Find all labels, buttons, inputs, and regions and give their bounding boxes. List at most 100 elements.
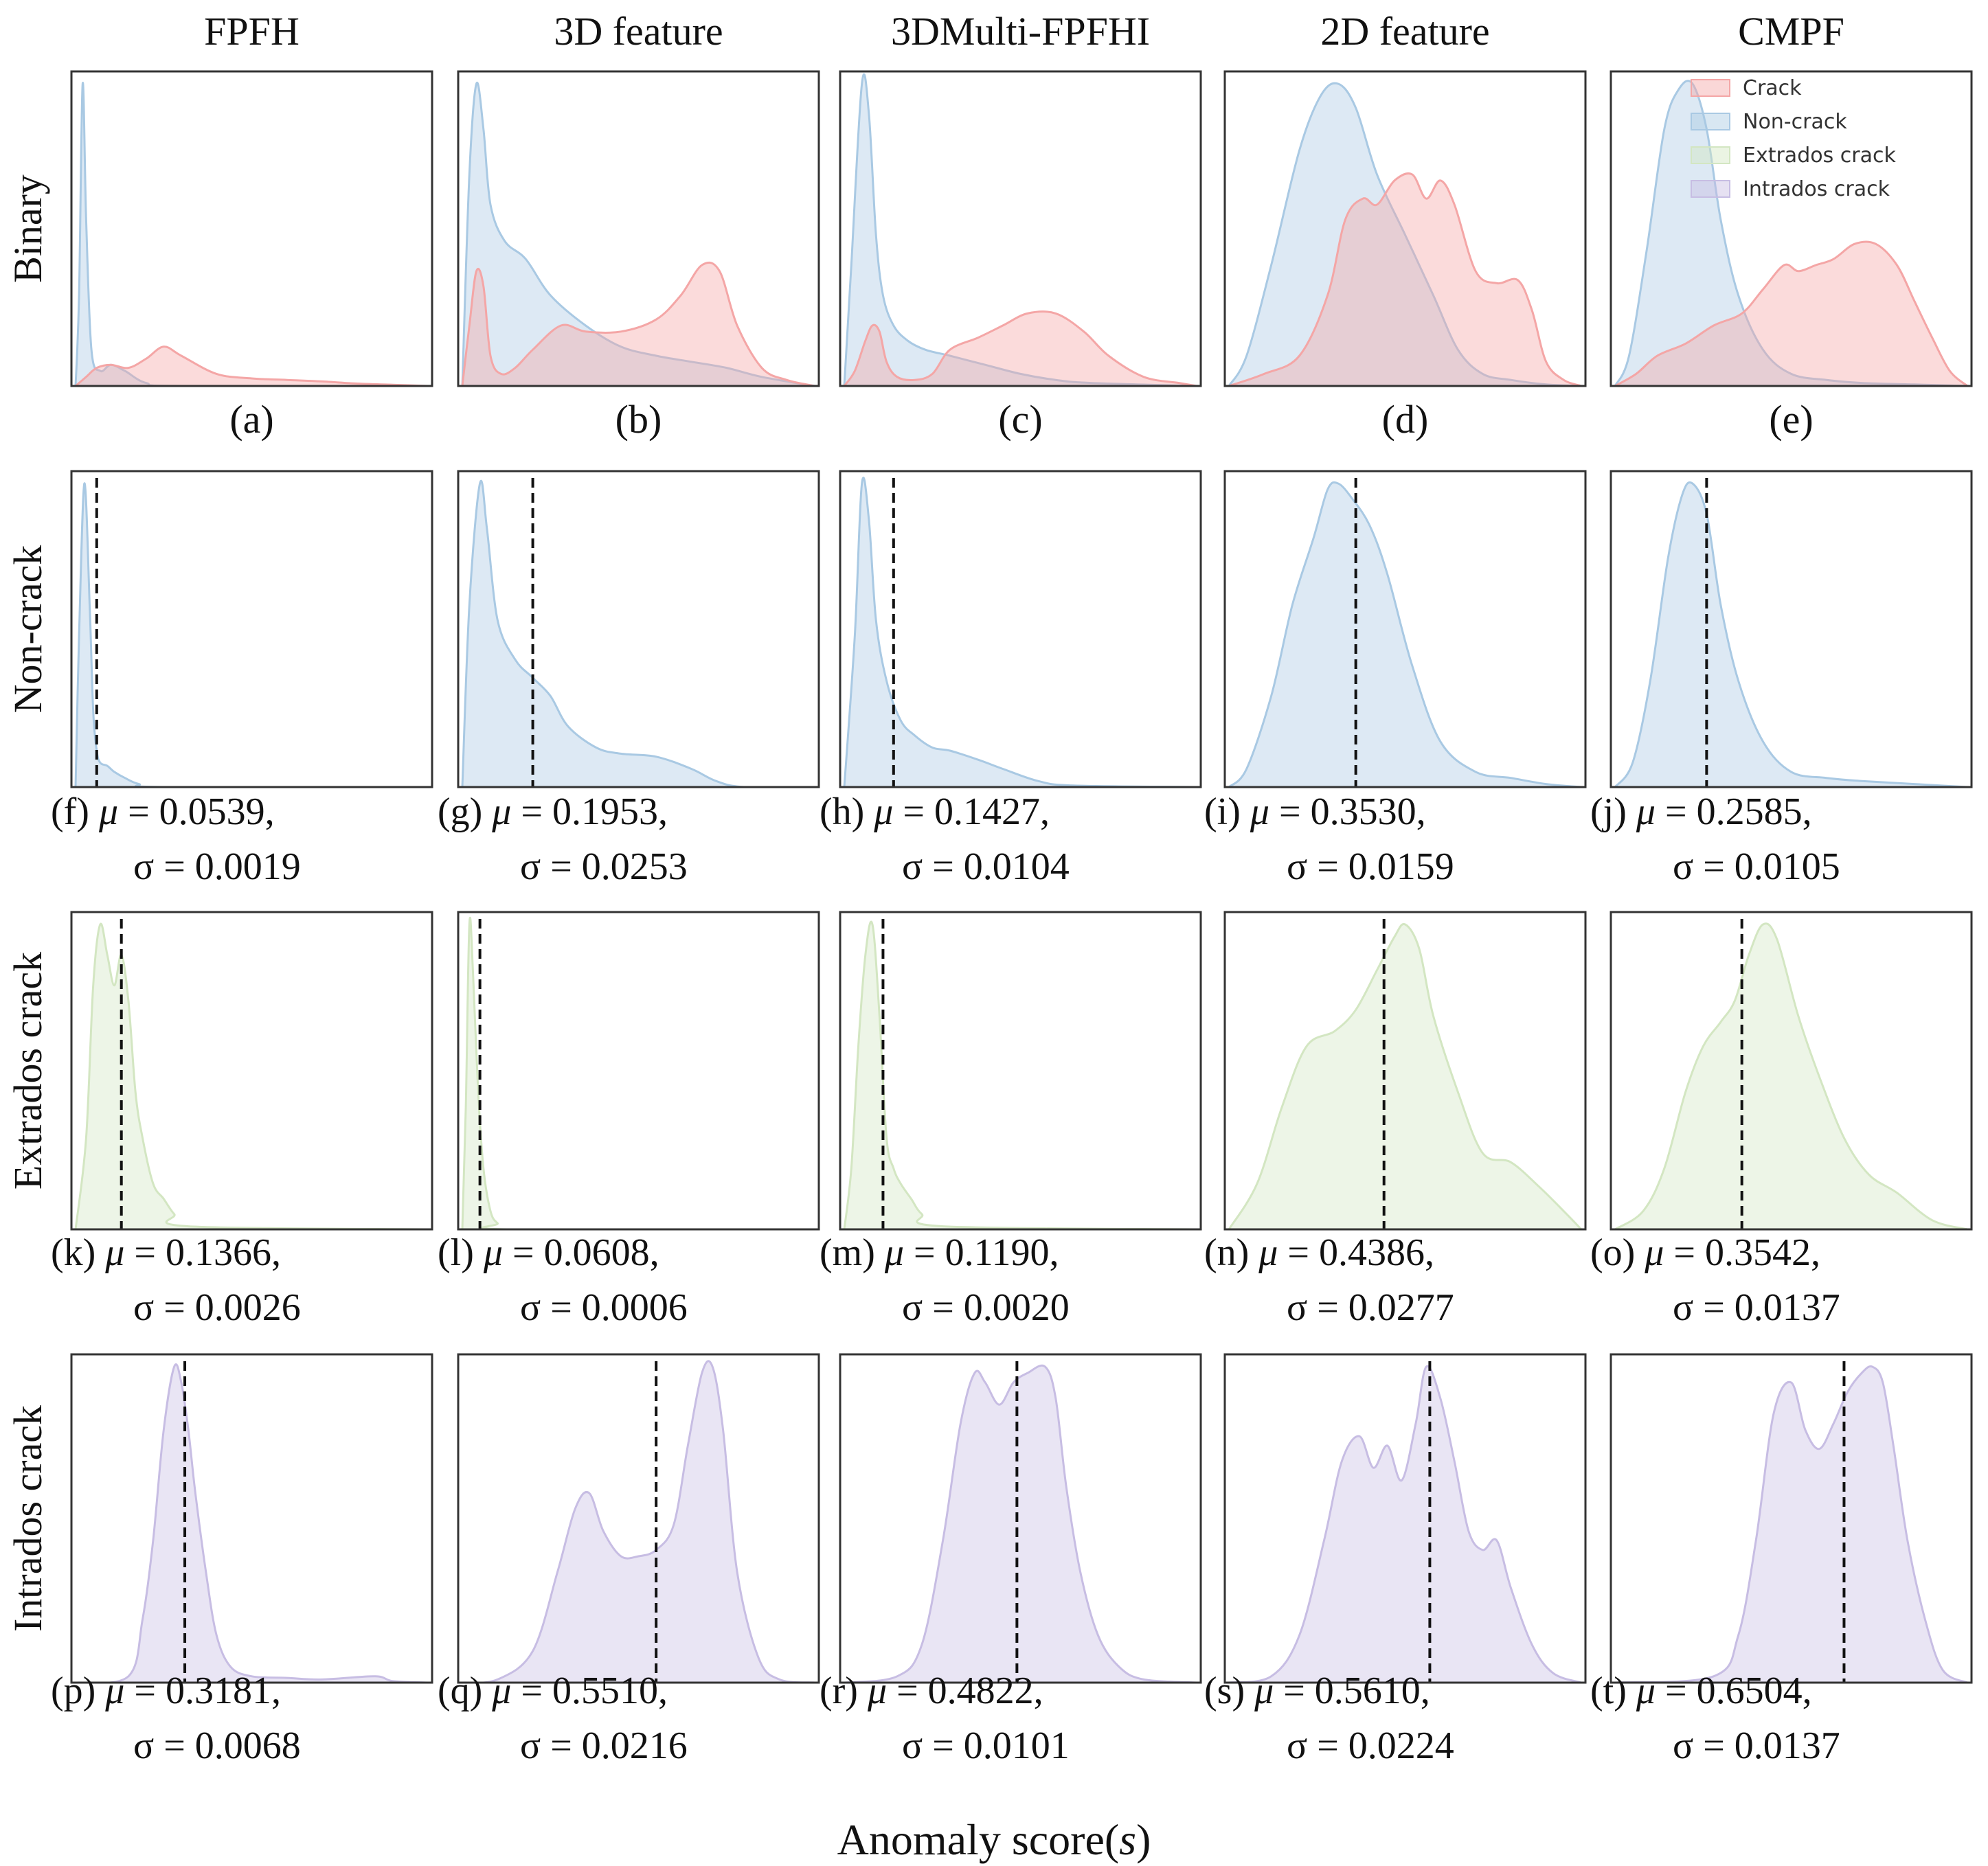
mu-value: 0.3530,	[1311, 790, 1426, 833]
density-line-intrados-crack	[75, 1363, 429, 1683]
panel-h: (h) μ = 0.1427, σ = 0.0104	[820, 470, 1202, 888]
sigma-symbol: σ =	[520, 845, 582, 888]
mu-equals: =	[511, 790, 552, 833]
panel-frame	[457, 1353, 820, 1684]
panel-e: (e)	[1609, 70, 1973, 442]
mu-caption: (t) μ = 0.6504,	[1590, 1670, 1812, 1712]
density-line-intrados-crack	[1228, 1365, 1582, 1683]
panel-frame	[457, 70, 820, 387]
sigma-symbol: σ =	[1673, 845, 1735, 888]
panel-k: (k) μ = 0.1366, σ = 0.0026	[51, 911, 433, 1329]
plot-area-r	[844, 1361, 1197, 1683]
sigma-caption: σ = 0.0224	[1287, 1725, 1454, 1767]
density-area-crack	[76, 346, 428, 386]
sigma-symbol: σ =	[1287, 1725, 1348, 1767]
panel-caption: (f)	[51, 790, 89, 833]
mu-symbol: μ	[1635, 1231, 1664, 1274]
mu-equals: =	[503, 1231, 544, 1274]
sigma-symbol: σ =	[1673, 1286, 1735, 1329]
panel-caption: (i)	[1204, 790, 1241, 833]
sigma-caption: σ = 0.0105	[1673, 845, 1840, 888]
mu-equals: =	[511, 1670, 552, 1712]
legend-swatch-extrados-crack	[1691, 146, 1730, 164]
panel-frame	[1223, 470, 1587, 788]
mu-value: 0.1427,	[934, 790, 1050, 833]
sigma-value: 0.0277	[1348, 1286, 1454, 1329]
density-area-non-crack	[462, 481, 815, 787]
panel-caption: (t)	[1590, 1670, 1627, 1712]
mu-caption: (m) μ = 0.1190,	[820, 1231, 1059, 1274]
sigma-value: 0.0006	[582, 1286, 688, 1329]
mu-equals: =	[118, 790, 159, 833]
density-line-crack	[1228, 172, 1582, 386]
panel-caption: (j)	[1590, 790, 1627, 833]
density-area-intrados-crack	[462, 1361, 815, 1683]
mu-equals: =	[1656, 790, 1697, 833]
sigma-value: 0.0020	[964, 1286, 1070, 1329]
sigma-caption: σ = 0.0026	[133, 1286, 301, 1329]
density-area-non-crack	[844, 74, 1197, 386]
row-title-binary: Binary	[5, 174, 50, 283]
mu-symbol: μ	[1627, 790, 1656, 833]
sigma-value: 0.0253	[582, 845, 688, 888]
sigma-value: 0.0019	[195, 845, 301, 888]
sigma-value: 0.0137	[1735, 1286, 1840, 1329]
panel-frame	[70, 70, 433, 387]
legend-label-crack: Crack	[1743, 76, 1802, 100]
mu-symbol: μ	[875, 1231, 904, 1274]
mu-caption: (f) μ = 0.0539,	[51, 790, 275, 833]
sigma-symbol: σ =	[133, 845, 195, 888]
density-area-extrados-crack	[844, 922, 1197, 1229]
density-line-extrados-crack	[1614, 922, 1968, 1229]
sigma-symbol: σ =	[520, 1286, 582, 1329]
plot-area-s	[1228, 1361, 1582, 1683]
density-line-extrados-crack	[843, 920, 1197, 1229]
mu-equals: =	[1278, 1231, 1319, 1274]
plot-area-o	[1614, 919, 1968, 1229]
sigma-caption: σ = 0.0159	[1287, 845, 1454, 888]
plot-area-l	[461, 917, 815, 1229]
panel-frame	[1223, 70, 1587, 387]
sigma-caption: σ = 0.0101	[902, 1725, 1070, 1767]
mu-caption: (i) μ = 0.3530,	[1204, 790, 1426, 833]
density-line-intrados-crack	[1614, 1365, 1968, 1683]
mu-value: 0.5610,	[1315, 1670, 1430, 1712]
density-area-intrados-crack	[1615, 1366, 1967, 1683]
panel-caption: (b)	[615, 397, 662, 442]
mu-equals: =	[887, 1670, 928, 1712]
density-line-non-crack	[1614, 80, 1968, 386]
column-title-cmpf: CMPF	[1738, 9, 1844, 54]
panel-caption: (g)	[438, 790, 482, 833]
column-title-3d-feature: 3D feature	[554, 9, 723, 54]
density-area-extrados-crack	[462, 918, 815, 1229]
sigma-value: 0.0104	[964, 845, 1070, 888]
sigma-symbol: σ =	[902, 1725, 964, 1767]
plot-area-q	[462, 1360, 815, 1683]
plot-area-a	[74, 81, 429, 386]
column-title-fpfh: FPFH	[204, 9, 300, 54]
panel-frame	[70, 1353, 433, 1684]
panel-frame	[839, 911, 1202, 1231]
mu-value: 0.2585,	[1697, 790, 1812, 833]
mu-value: 0.4822,	[928, 1670, 1043, 1712]
density-area-intrados-crack	[1229, 1366, 1581, 1683]
density-area-crack	[844, 311, 1197, 386]
mu-value: 0.0608,	[544, 1231, 659, 1274]
mu-equals: =	[1274, 1670, 1315, 1712]
mu-symbol: μ	[1627, 1670, 1656, 1712]
panel-d: (d)	[1223, 70, 1587, 442]
panel-frame	[1609, 70, 1973, 387]
panel-frame	[1223, 1353, 1587, 1684]
mu-equals: =	[1656, 1670, 1697, 1712]
panel-r: (r) μ = 0.4822, σ = 0.0101	[820, 1353, 1202, 1767]
mu-caption: (n) μ = 0.4386,	[1204, 1231, 1434, 1274]
density-area-non-crack	[462, 82, 815, 386]
mu-caption: (h) μ = 0.1427,	[820, 790, 1050, 833]
plot-area-n	[1228, 919, 1583, 1229]
panel-m: (m) μ = 0.1190, σ = 0.0020	[820, 911, 1202, 1329]
mu-symbol: μ	[89, 790, 118, 833]
density-area-non-crack	[76, 483, 428, 787]
panel-frame	[839, 1353, 1202, 1684]
density-line-non-crack	[74, 482, 428, 787]
plot-area-d	[1228, 82, 1582, 386]
